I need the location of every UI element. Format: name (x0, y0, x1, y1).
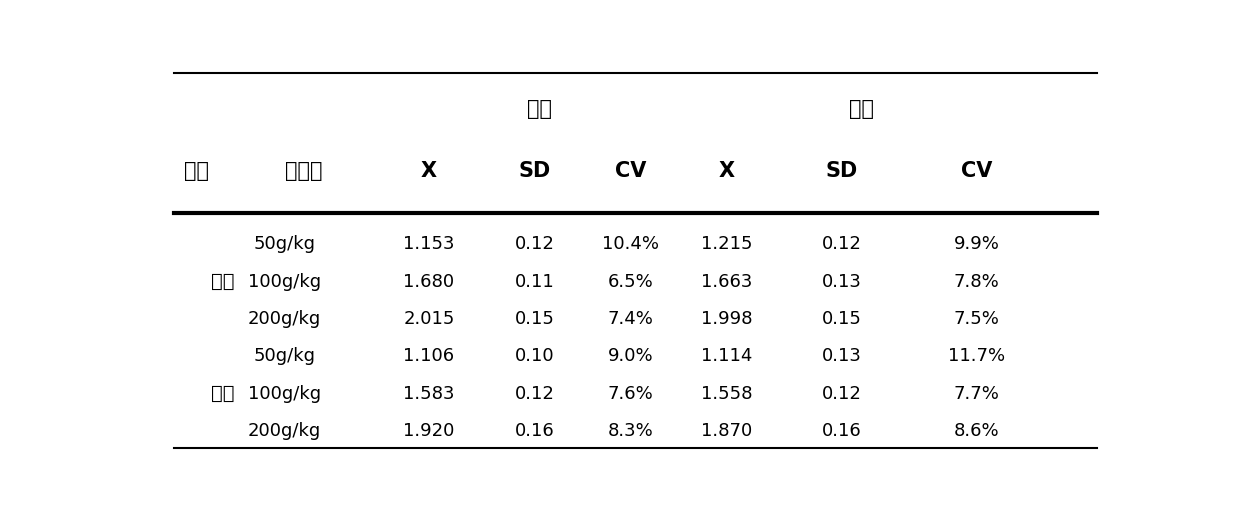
Text: 7.6%: 7.6% (608, 385, 653, 403)
Text: 0.10: 0.10 (515, 347, 554, 365)
Text: 0.15: 0.15 (822, 310, 862, 328)
Text: 鸭肉: 鸭肉 (211, 384, 234, 403)
Text: 7.4%: 7.4% (608, 310, 653, 328)
Text: 鸡肉: 鸡肉 (211, 272, 234, 291)
Text: 0.16: 0.16 (822, 422, 862, 440)
Text: 50g/kg: 50g/kg (254, 347, 316, 365)
Text: 200g/kg: 200g/kg (248, 422, 321, 440)
Text: 批内: 批内 (527, 99, 552, 119)
Text: 0.12: 0.12 (515, 385, 554, 403)
Text: 0.16: 0.16 (515, 422, 554, 440)
Text: 1.998: 1.998 (701, 310, 753, 328)
Text: 0.12: 0.12 (515, 235, 554, 253)
Text: 1.583: 1.583 (403, 385, 455, 403)
Text: 批间: 批间 (849, 99, 874, 119)
Text: 1.153: 1.153 (403, 235, 455, 253)
Text: 1.680: 1.680 (403, 273, 454, 291)
Text: CV: CV (615, 161, 646, 181)
Text: 0.13: 0.13 (822, 273, 862, 291)
Text: 1.558: 1.558 (701, 385, 753, 403)
Text: 0.12: 0.12 (822, 385, 862, 403)
Text: 0.15: 0.15 (515, 310, 554, 328)
Text: 1.114: 1.114 (701, 347, 753, 365)
Text: 添加量: 添加量 (285, 161, 322, 181)
Text: SD: SD (826, 161, 858, 181)
Text: 7.7%: 7.7% (954, 385, 999, 403)
Text: 7.8%: 7.8% (954, 273, 999, 291)
Text: 9.0%: 9.0% (608, 347, 653, 365)
Text: 1.920: 1.920 (403, 422, 455, 440)
Text: 1.663: 1.663 (701, 273, 753, 291)
Text: 0.11: 0.11 (515, 273, 554, 291)
Text: 2.015: 2.015 (403, 310, 455, 328)
Text: 200g/kg: 200g/kg (248, 310, 321, 328)
Text: 0.13: 0.13 (822, 347, 862, 365)
Text: SD: SD (518, 161, 551, 181)
Text: 100g/kg: 100g/kg (248, 273, 321, 291)
Text: 11.7%: 11.7% (949, 347, 1006, 365)
Text: 1.106: 1.106 (403, 347, 454, 365)
Text: 10.4%: 10.4% (603, 235, 660, 253)
Text: 0.12: 0.12 (822, 235, 862, 253)
Text: X: X (420, 161, 436, 181)
Text: X: X (719, 161, 735, 181)
Text: 1.870: 1.870 (701, 422, 753, 440)
Text: 1.215: 1.215 (701, 235, 753, 253)
Text: 100g/kg: 100g/kg (248, 385, 321, 403)
Text: 8.3%: 8.3% (608, 422, 653, 440)
Text: 8.6%: 8.6% (954, 422, 999, 440)
Text: 6.5%: 6.5% (608, 273, 653, 291)
Text: CV: CV (961, 161, 992, 181)
Text: 样品: 样品 (184, 161, 208, 181)
Text: 9.9%: 9.9% (954, 235, 999, 253)
Text: 7.5%: 7.5% (954, 310, 999, 328)
Text: 50g/kg: 50g/kg (254, 235, 316, 253)
